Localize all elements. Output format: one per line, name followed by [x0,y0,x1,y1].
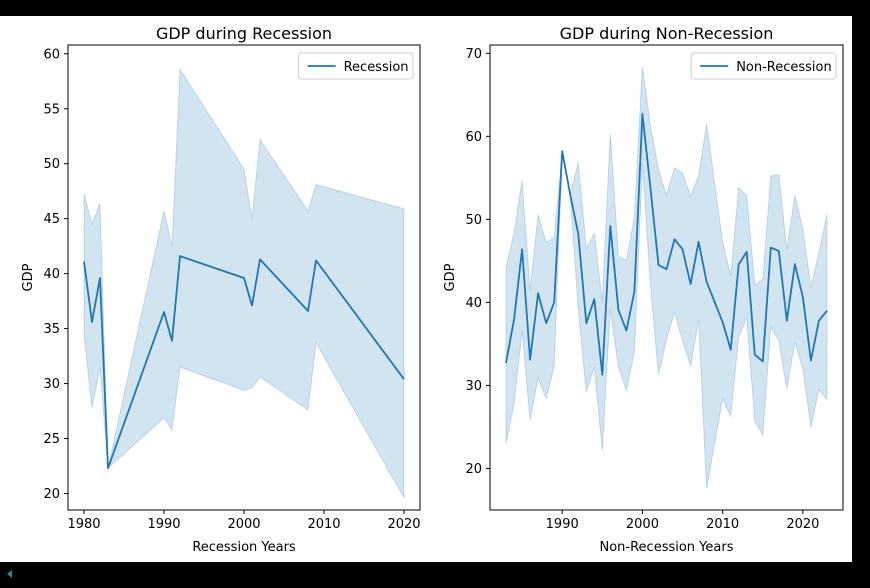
plot-frame [489,44,844,511]
data-point [681,248,684,251]
y-tick-label: 30 [43,377,60,392]
y-tick-label: 45 [43,212,60,227]
data-point [251,304,254,307]
confidence-band [505,66,828,489]
x-tick-label: 2000 [227,517,260,532]
data-point [163,311,166,314]
x-tick-label: 2020 [387,517,420,532]
y-tick-label: 40 [43,267,60,282]
data-point [513,318,516,321]
y-tick-label: 60 [465,130,482,145]
y-tick-label: 50 [43,157,60,172]
data-point [729,348,732,351]
data-point [625,329,628,332]
data-point [315,259,318,262]
data-point [826,309,829,312]
y-tick-label: 20 [43,487,60,502]
data-point [721,321,724,324]
x-tick-label: 2010 [307,517,340,532]
data-point [403,378,406,381]
data-point [585,322,588,325]
y-tick-label: 35 [43,322,60,337]
data-point [569,193,572,196]
legend-box [690,52,837,80]
data-point [649,187,652,190]
data-point [545,322,548,325]
chart-title: GDP during Recession [156,24,332,43]
data-point [697,240,700,243]
y-tick-label: 55 [43,102,60,117]
data-point [601,373,604,376]
series-line-recession [83,255,405,470]
data-point [689,283,692,286]
x-axis-label: Non-Recession Years [600,540,734,555]
data-point [171,339,174,342]
data-point [179,255,182,258]
data-point [521,248,524,251]
data-point [107,467,110,470]
data-point [705,280,708,283]
data-point [83,260,86,263]
chart-panel-1: 1980 1990 2000 2010 2020202530354045505560GD… [21,24,421,555]
x-axis-label: Recession Years [192,540,296,555]
x-tick-label: 2000 [626,517,659,532]
chart-title: GDP during Non-Recession [560,24,774,43]
data-point [91,321,94,324]
data-point [793,263,796,266]
data-point [505,362,508,365]
y-tick-label: 70 [465,47,482,62]
data-point [657,264,660,267]
data-point [817,319,820,322]
legend: Recession [298,52,414,80]
data-point [809,359,812,362]
y-tick-label: 30 [465,379,482,394]
data-point [753,353,756,356]
y-tick-label: 20 [465,462,482,477]
data-point [243,277,246,280]
data-point [99,277,102,280]
data-point [561,150,564,153]
data-point [617,308,620,311]
data-point [537,292,540,295]
legend-entry: Non-Recession [736,60,832,75]
data-point [633,290,636,293]
legend-entry: Recession [344,60,409,75]
data-point [745,250,748,253]
data-point [673,238,676,241]
x-tick-label: 1980 [67,517,100,532]
data-point [577,233,580,236]
data-point [665,268,668,271]
data-point [801,296,804,299]
x-tick-label: 2010 [706,517,739,532]
y-axis-label: GDP [443,263,458,291]
data-point [737,263,740,266]
data-point [529,358,532,361]
y-tick-label: 60 [43,47,60,62]
legend-box [298,52,414,80]
x-tick-label: 1990 [546,517,579,532]
data-point [785,319,788,322]
scroll-left-icon[interactable] [7,570,12,578]
y-axis-label: GDP [21,263,36,291]
y-tick-label: 50 [465,213,482,228]
data-point [593,298,596,301]
data-point [307,310,310,313]
data-point [259,258,262,261]
data-point [609,225,612,228]
x-tick-label: 1990 [147,517,180,532]
data-point [553,301,556,304]
data-point [761,360,764,363]
y-tick-label: 25 [43,432,60,447]
series-line-non-recession [505,113,828,376]
data-point [641,112,644,115]
data-point [769,246,772,249]
legend: Non-Recession [690,52,837,80]
data-point [777,249,780,252]
y-tick-label: 40 [465,296,482,311]
confidence-band [83,67,405,500]
x-tick-label: 2020 [786,517,819,532]
